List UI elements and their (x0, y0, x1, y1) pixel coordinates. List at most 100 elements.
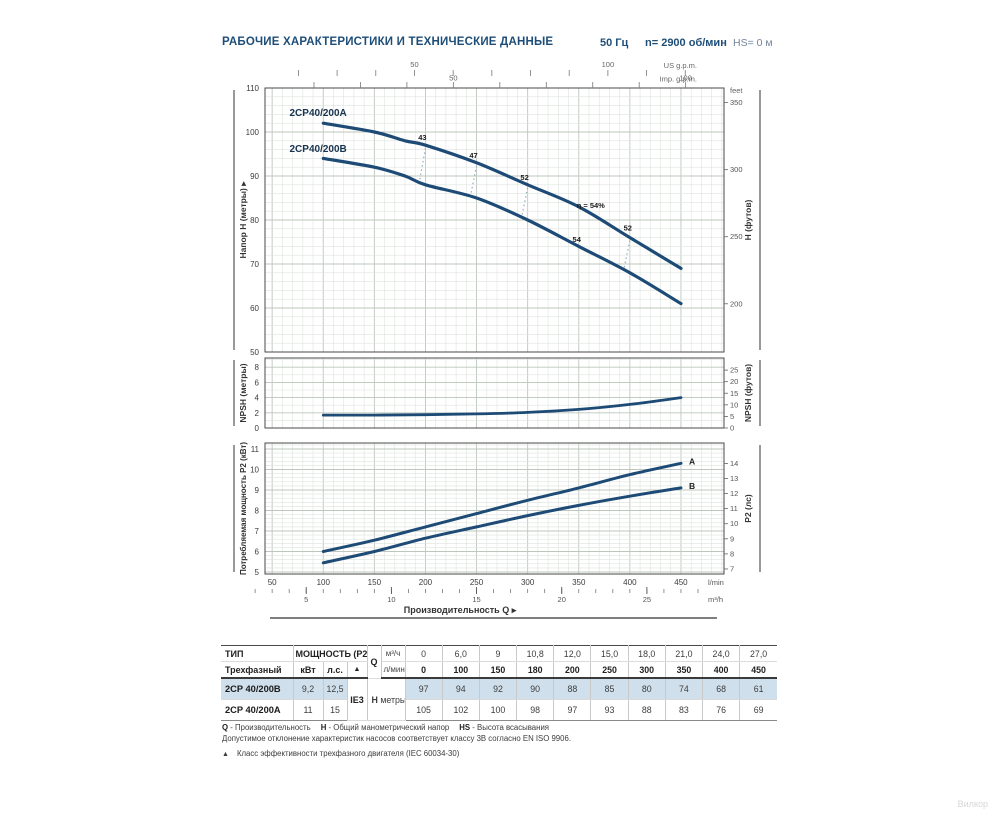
svg-text:100: 100 (246, 128, 260, 137)
table-cell: 27,0 (739, 645, 777, 662)
page-title: РАБОЧИЕ ХАРАКТЕРИСТИКИ И ТЕХНИЧЕСКИЕ ДАН… (222, 36, 554, 48)
svg-text:H (футов): H (футов) (743, 199, 753, 240)
svg-text:300: 300 (730, 165, 743, 174)
table-cell: 97 (405, 678, 443, 700)
legend-item: H - Общий манометрический напор (320, 723, 450, 732)
svg-text:300: 300 (521, 578, 535, 587)
svg-text:15: 15 (730, 389, 738, 398)
curve-A (321, 461, 683, 553)
table-cell: 15,0 (590, 645, 629, 662)
speed-label: n= 2900 об/мин (645, 37, 727, 49)
svg-text:US g.p.m.: US g.p.m. (664, 61, 697, 70)
table-cell: 0 (405, 645, 443, 662)
efficiency-note: ▲ Класс эффективности трехфазного двигате… (222, 749, 459, 758)
svg-text:250: 250 (730, 232, 743, 241)
svg-text:400: 400 (623, 578, 637, 587)
table-cell: 80 (628, 678, 666, 700)
table-cell: 15 (323, 699, 348, 721)
table-cell: 6,0 (442, 645, 480, 662)
table-cell: 18,0 (628, 645, 666, 662)
svg-text:NPSH (футов): NPSH (футов) (743, 364, 753, 422)
table-cell: л.с. (323, 661, 348, 679)
svg-text:60: 60 (250, 304, 259, 313)
table-cell: IE3 (347, 678, 368, 721)
table-cell: 300 (628, 661, 666, 679)
svg-text:Потребляемая мощность P2 (кВт): Потребляемая мощность P2 (кВт) (239, 442, 248, 575)
table-cell: 9,2 (293, 678, 324, 700)
svg-text:2: 2 (255, 409, 260, 418)
svg-text:10: 10 (730, 400, 738, 409)
table-cell: 76 (702, 699, 741, 721)
svg-text:5: 5 (304, 595, 308, 604)
efficiency-note-text: Класс эффективности трехфазного двигател… (236, 749, 460, 758)
svg-text:7: 7 (255, 527, 260, 536)
svg-text:50: 50 (250, 348, 259, 357)
table-cell: л/мин (381, 661, 406, 679)
head-chart: 50 60 70 80 90 100 110 200 250 300 350 Напор H (мет… (233, 60, 761, 357)
svg-text:47: 47 (469, 151, 477, 160)
triangle-icon: ▲ (222, 751, 229, 758)
table-cell: 105 (405, 699, 443, 721)
table-cell: м³/ч (381, 645, 406, 662)
svg-text:52: 52 (520, 173, 528, 182)
table-cell: 450 (739, 661, 777, 679)
table-cell: 90 (516, 678, 555, 700)
table-cell: 10,8 (516, 645, 555, 662)
curve-2CP40/200A (321, 121, 683, 270)
svg-text:43: 43 (418, 133, 426, 142)
svg-text:B: B (689, 481, 695, 491)
svg-text:9: 9 (255, 486, 260, 495)
table-cell: 24,0 (702, 645, 741, 662)
svg-text:Производительность Q ▸: Производительность Q ▸ (404, 605, 517, 615)
svg-text:80: 80 (250, 216, 259, 225)
svg-text:0: 0 (730, 424, 734, 433)
table-cell: 0 (405, 661, 443, 679)
svg-text:0: 0 (255, 424, 260, 433)
table-cell: 100 (442, 661, 480, 679)
table-cell: 100 (479, 699, 518, 721)
svg-text:20: 20 (558, 595, 566, 604)
table-cell: 200 (553, 661, 592, 679)
table-cell: Трехфазный (221, 661, 294, 679)
svg-text:η = 54%: η = 54% (577, 201, 605, 210)
table-cell: 97 (553, 699, 592, 721)
svg-text:100: 100 (317, 578, 331, 587)
svg-text:P2 (лс): P2 (лс) (743, 494, 753, 523)
svg-text:100: 100 (679, 74, 692, 83)
table-cell: 93 (590, 699, 629, 721)
table-cell: 11 (293, 699, 324, 721)
table-cell: 2CP 40/200A (221, 699, 294, 721)
table-cell: 94 (442, 678, 480, 700)
svg-text:10: 10 (387, 595, 395, 604)
table-cell: 88 (553, 678, 592, 700)
curve-B (321, 486, 683, 565)
table-cell: 61 (739, 678, 777, 700)
table-cell: 180 (516, 661, 555, 679)
svg-text:10: 10 (730, 519, 738, 528)
svg-text:11: 11 (730, 504, 738, 513)
table-cell: 12,0 (553, 645, 592, 662)
table-cell: 9 (479, 645, 518, 662)
svg-text:52: 52 (624, 223, 632, 232)
table-cell: МОЩНОСТЬ (P2) (293, 645, 368, 662)
svg-text:50: 50 (449, 74, 457, 83)
table-cell: 69 (739, 699, 777, 721)
table-cell: 68 (702, 678, 741, 700)
watermark: Вилкор (957, 799, 988, 809)
svg-text:Напор H (метры) ▸: Напор H (метры) ▸ (238, 181, 248, 259)
curve-NPSH (321, 396, 683, 417)
svg-text:50: 50 (268, 578, 277, 587)
svg-text:5: 5 (730, 412, 734, 421)
svg-text:2CP40/200B: 2CP40/200B (290, 144, 347, 155)
svg-text:350: 350 (730, 98, 743, 107)
table-cell: 88 (628, 699, 666, 721)
svg-text:15: 15 (472, 595, 480, 604)
table-cell: 400 (702, 661, 741, 679)
svg-text:100: 100 (602, 60, 615, 69)
table-row: 2CP 40/200A 11 15 105 102 100 98 97 93 88 83 76 69 (221, 699, 777, 721)
table-cell: 12,5 (323, 678, 348, 700)
svg-text:20: 20 (730, 377, 738, 386)
svg-text:8: 8 (255, 507, 260, 516)
